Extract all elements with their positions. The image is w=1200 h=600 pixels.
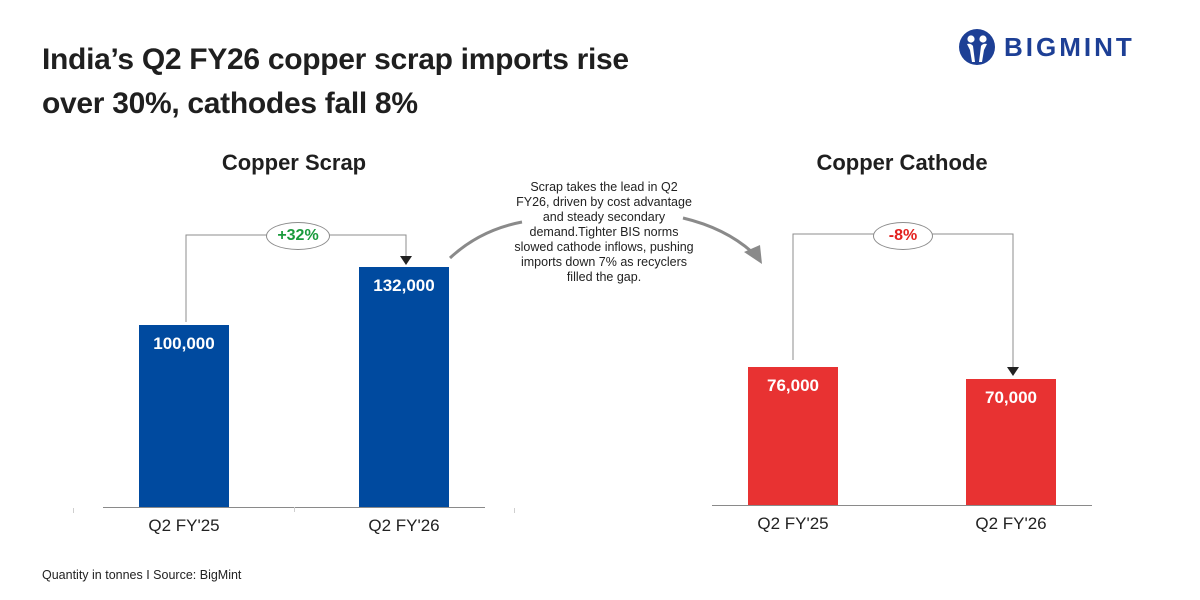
scrap-axis-tick <box>514 508 515 513</box>
scrap-bar-q2fy25: 100,000 <box>139 325 229 507</box>
cathode-value-q2fy26: 70,000 <box>985 388 1037 407</box>
source-footer: Quantity in tonnes I Source: BigMint <box>42 568 242 582</box>
cathode-xlabel-q2fy25: Q2 FY'25 <box>757 514 829 533</box>
cathode-bar-q2fy26: 70,000 <box>966 379 1056 505</box>
scrap-xlabel-q2fy25: Q2 FY'25 <box>148 516 220 535</box>
cathode-chart-title: Copper Cathode <box>816 150 988 175</box>
scrap-bar-q2fy26: 132,000 <box>359 267 449 507</box>
cathode-x-axis <box>712 505 1092 506</box>
right-arrowhead-icon <box>744 245 762 264</box>
left-curved-arrow <box>448 220 523 260</box>
cathode-xlabel-q2fy26: Q2 FY'26 <box>975 514 1047 533</box>
cathode-arrowhead-icon <box>1007 367 1019 376</box>
logo-text: BIGMINT <box>1004 31 1135 62</box>
title-line-1: India’s Q2 FY26 copper scrap imports ris… <box>42 43 629 76</box>
page-title: India’s Q2 FY26 copper scrap imports ris… <box>42 38 629 126</box>
scrap-chart-title: Copper Scrap <box>221 150 367 175</box>
scrap-axis-tick <box>294 507 295 512</box>
title-line-2: over 30%, cathodes fall 8% <box>42 87 418 120</box>
right-curved-arrow <box>682 216 753 254</box>
scrap-value-q2fy25: 100,000 <box>153 334 215 353</box>
scrap-axis-tick <box>73 508 74 513</box>
cathode-change-badge: -8% <box>873 222 933 250</box>
scrap-xlabel-q2fy26: Q2 FY'26 <box>368 516 440 535</box>
cathode-value-q2fy25: 76,000 <box>767 376 819 395</box>
scrap-change-badge: +32% <box>266 222 330 250</box>
scrap-arrowhead-icon <box>400 256 412 265</box>
cathode-change-bracket <box>792 233 1014 368</box>
cathode-bar-q2fy25: 76,000 <box>748 367 838 505</box>
scrap-value-q2fy26: 132,000 <box>373 276 435 295</box>
bigmint-logo-icon <box>959 29 995 65</box>
bigmint-logo: BIGMINT <box>958 28 1135 66</box>
annotation-note: Scrap takes the lead in Q2 FY26, driven … <box>514 180 694 284</box>
